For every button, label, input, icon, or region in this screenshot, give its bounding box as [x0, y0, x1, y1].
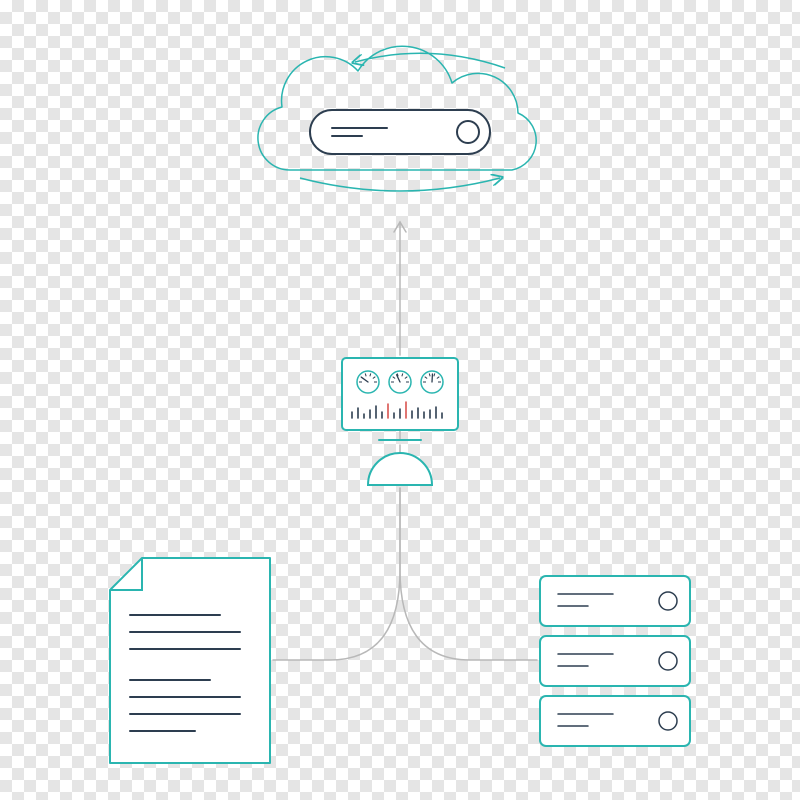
- architecture-diagram: [0, 0, 800, 800]
- document-icon: [110, 558, 270, 763]
- uplink-dome-icon: [368, 453, 432, 485]
- monitor-icon: [342, 358, 458, 440]
- cloud-server-icon: [310, 110, 490, 154]
- server-stack-icon: [540, 576, 690, 746]
